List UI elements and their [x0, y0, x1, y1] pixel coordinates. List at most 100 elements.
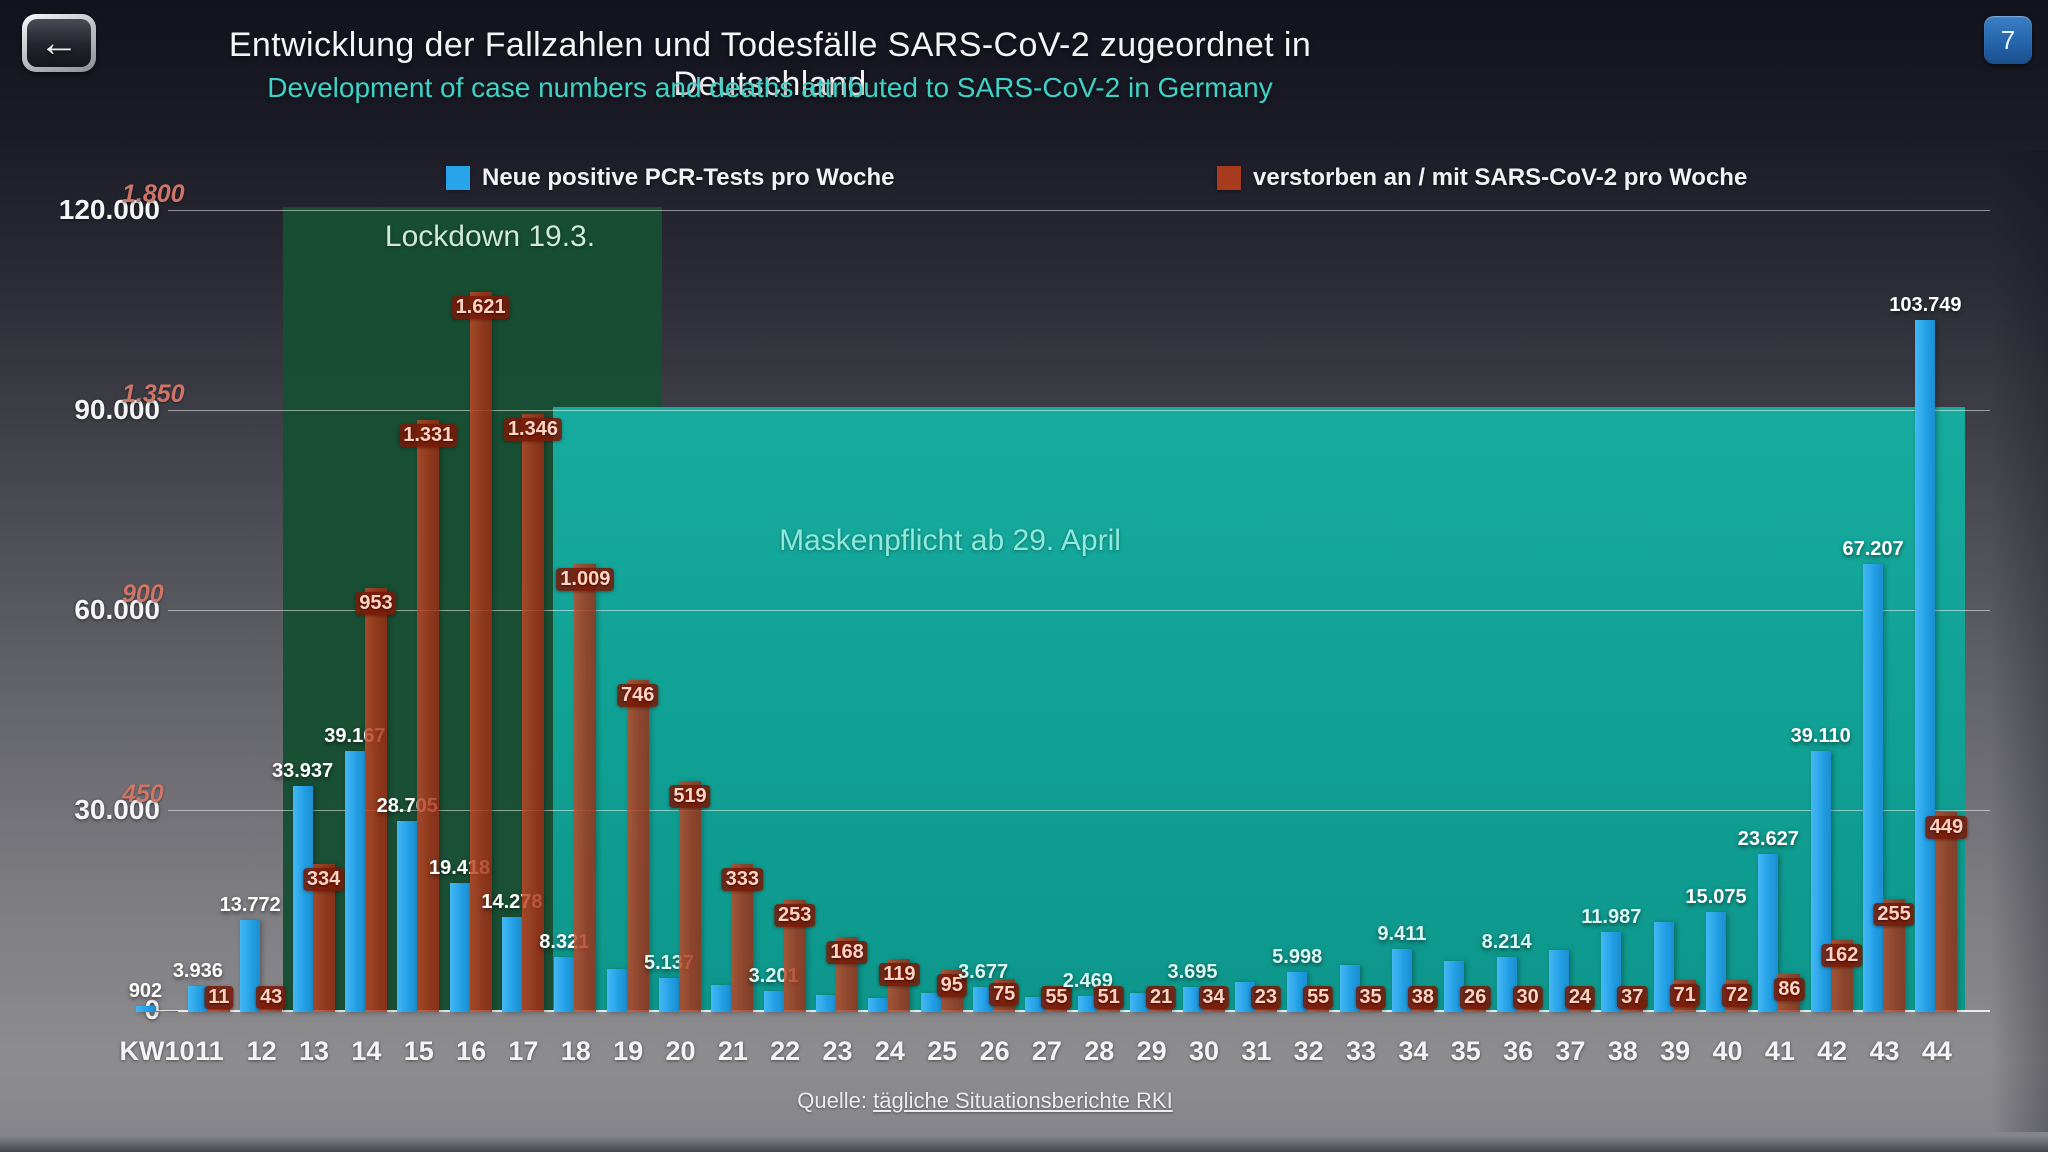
cases-bar-KW38 — [1601, 932, 1622, 1012]
deaths-bar-KW11 — [207, 1007, 230, 1012]
y-left-tick-60.000: 60.000 — [74, 594, 160, 625]
y-left-tick-30.000: 30.000 — [74, 794, 160, 825]
cases-bar-KW44 — [1915, 320, 1936, 1012]
deaths-bar-KW21 — [731, 864, 754, 1012]
x-tick-KW15: 15 — [403, 1036, 434, 1066]
cases-value-label: 8.214 — [1481, 931, 1532, 954]
deaths-value-label: 86 — [1774, 977, 1805, 1001]
y-right-tick-900: 900 — [122, 580, 164, 608]
cases-value-label: 13.772 — [219, 894, 281, 917]
x-tick-KW38: 38 — [1607, 1036, 1638, 1066]
x-tick-KW34: 34 — [1398, 1036, 1429, 1066]
deaths-value-label: 953 — [355, 592, 397, 616]
deaths-value-label: 333 — [721, 868, 764, 891]
cases-bar-KW43 — [1863, 563, 1884, 1012]
lockdown-annotation: Lockdown 19.3. — [384, 220, 596, 253]
gridline-120.000 — [168, 210, 1990, 211]
cases-bar-KW22 — [763, 990, 784, 1012]
x-tick-KW35: 35 — [1450, 1036, 1481, 1066]
cases-bar-KW31 — [1234, 982, 1255, 1012]
x-tick-KW23: 23 — [822, 1036, 853, 1066]
deaths-bar-KW15 — [417, 420, 440, 1012]
cases-bar-KW36 — [1496, 957, 1517, 1012]
cases-bar-KW25 — [920, 992, 941, 1012]
x-tick-KW11: 11 — [195, 1036, 224, 1066]
deaths-legend-swatch-icon — [1217, 166, 1241, 190]
deaths-value-label: 334 — [302, 867, 345, 891]
x-tick-KW37: 37 — [1555, 1036, 1586, 1066]
cases-bar-KW37 — [1548, 950, 1569, 1012]
x-tick-KW22: 22 — [770, 1036, 801, 1066]
deaths-value-label: 72 — [1721, 984, 1753, 1007]
deaths-value-label: 95 — [936, 973, 967, 997]
cases-bar-KW41 — [1758, 854, 1779, 1012]
x-tick-KW43: 43 — [1869, 1036, 1900, 1066]
x-tick-KW12: 12 — [246, 1036, 277, 1066]
y-right-tick-1.350: 1.350 — [122, 380, 185, 408]
x-tick-KW24: 24 — [874, 1036, 905, 1066]
deaths-value-label: 51 — [1093, 986, 1124, 1009]
cases-bar-KW15 — [397, 820, 418, 1012]
cases-legend-swatch-icon — [446, 166, 470, 190]
cases-bar-KW27 — [1025, 996, 1046, 1012]
deaths-value-label: 162 — [1821, 944, 1863, 967]
x-tick-KW32: 32 — [1293, 1036, 1324, 1066]
deaths-value-label: 1.009 — [556, 567, 615, 591]
deaths-value-label: 55 — [1041, 986, 1072, 1009]
deaths-value-label: 71 — [1669, 984, 1700, 1008]
cases-bar-KW35 — [1444, 961, 1465, 1012]
cases-bar-KW20 — [659, 977, 679, 1012]
x-tick-KW40: 40 — [1712, 1036, 1743, 1066]
cases-bar-KW12 — [240, 920, 261, 1012]
y-right-tick-1.800: 1.800 — [122, 180, 185, 208]
deaths-legend-label: verstorben an / mit SARS-CoV-2 pro Woche — [1253, 164, 1748, 191]
deaths-value-label: 43 — [256, 986, 287, 1009]
cases-legend-label: Neue positive PCR-Tests pro Woche — [482, 164, 895, 191]
x-tick-KW30: 30 — [1188, 1036, 1220, 1066]
mask-mandate-annotation: Maskenpflicht ab 29. April — [779, 524, 1121, 557]
deaths-value-label: 1.621 — [451, 295, 510, 319]
deaths-value-label: 30 — [1512, 986, 1543, 1009]
cases-bar-KW32 — [1287, 972, 1308, 1012]
cases-value-label: 3.677 — [958, 961, 1009, 984]
deaths-value-label: 1.346 — [503, 417, 562, 441]
deaths-value-label: 168 — [826, 941, 868, 965]
cases-bar-KW13 — [292, 785, 313, 1012]
back-button[interactable]: ← — [22, 14, 96, 72]
y-left-tick-90.000: 90.000 — [74, 394, 160, 425]
page-title: Entwicklung der Fallzahlen und Todesfäll… — [228, 26, 1312, 103]
cases-value-label: 67.207 — [1842, 537, 1904, 560]
cases-bar-KW21 — [711, 985, 732, 1012]
page-number-badge[interactable]: 7 — [1984, 16, 2032, 64]
source-prefix: Quelle: — [797, 1088, 874, 1113]
cases-value-label: 103.749 — [1889, 294, 1962, 317]
back-button-face: ← — [27, 19, 91, 67]
x-tick-KW44: 44 — [1921, 1036, 1952, 1066]
deaths-value-label: 746 — [616, 684, 659, 708]
cases-bar-KW34 — [1391, 949, 1412, 1012]
cases-bar-KW17 — [501, 916, 522, 1012]
x-tick-KW31: 31 — [1241, 1036, 1272, 1066]
gridline-30.000 — [168, 810, 1990, 811]
deaths-bar-KW19 — [626, 680, 649, 1012]
cases-bar-KW24 — [868, 997, 889, 1012]
deaths-bar-KW17 — [521, 413, 544, 1012]
deaths-bar-KW16 — [469, 291, 492, 1012]
cases-bar-KW33 — [1339, 965, 1360, 1012]
deaths-bar-KW10 — [155, 1011, 178, 1012]
x-tick-KW41: 41 — [1764, 1036, 1795, 1066]
cases-value-label: 15.075 — [1685, 885, 1747, 908]
cases-bar-KW26 — [973, 987, 994, 1012]
cases-bar-KW28 — [1077, 995, 1098, 1012]
x-tick-KW33: 33 — [1346, 1036, 1377, 1066]
deaths-value-label: 21 — [1146, 986, 1177, 1009]
deaths-value-label: 23 — [1250, 986, 1281, 1009]
legend-deaths: verstorben an / mit SARS-CoV-2 pro Woche — [1217, 164, 1747, 192]
deaths-value-label: 119 — [879, 963, 920, 987]
source-link[interactable]: tägliche Situationsberichte RKI — [873, 1088, 1173, 1113]
cases-value-label: 3.936 — [172, 959, 223, 982]
deaths-value-label: 253 — [774, 903, 816, 927]
deaths-bar-KW43 — [1883, 898, 1906, 1012]
x-tick-KW16: 16 — [456, 1036, 487, 1066]
